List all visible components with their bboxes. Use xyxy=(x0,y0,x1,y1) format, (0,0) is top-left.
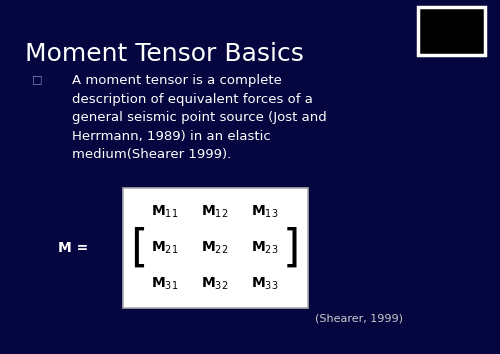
Text: ]: ] xyxy=(282,226,300,269)
Text: $\mathbf{M}_{22}$: $\mathbf{M}_{22}$ xyxy=(202,240,228,256)
Text: $\mathbf{M}_{33}$: $\mathbf{M}_{33}$ xyxy=(251,276,279,292)
Text: Moment Tensor Basics: Moment Tensor Basics xyxy=(25,42,304,67)
Text: $\mathbf{M}_{23}$: $\mathbf{M}_{23}$ xyxy=(251,240,279,256)
Text: $\mathbf{M}_{31}$: $\mathbf{M}_{31}$ xyxy=(152,276,178,292)
Text: A moment tensor is a complete
description of equivalent forces of a
general seis: A moment tensor is a complete descriptio… xyxy=(72,74,327,161)
Text: [: [ xyxy=(130,226,148,269)
Text: $\mathbf{M}_{12}$: $\mathbf{M}_{12}$ xyxy=(202,204,228,220)
Text: M =: M = xyxy=(58,241,88,255)
Bar xyxy=(418,7,485,55)
Text: $\mathbf{M}_{13}$: $\mathbf{M}_{13}$ xyxy=(251,204,279,220)
Text: (Shearer, 1999): (Shearer, 1999) xyxy=(315,314,403,324)
Text: □: □ xyxy=(32,74,43,84)
Bar xyxy=(122,188,308,308)
Text: $\mathbf{M}_{32}$: $\mathbf{M}_{32}$ xyxy=(202,276,228,292)
Text: $\mathbf{M}_{11}$: $\mathbf{M}_{11}$ xyxy=(152,204,178,220)
Text: $\mathbf{M}_{21}$: $\mathbf{M}_{21}$ xyxy=(152,240,178,256)
